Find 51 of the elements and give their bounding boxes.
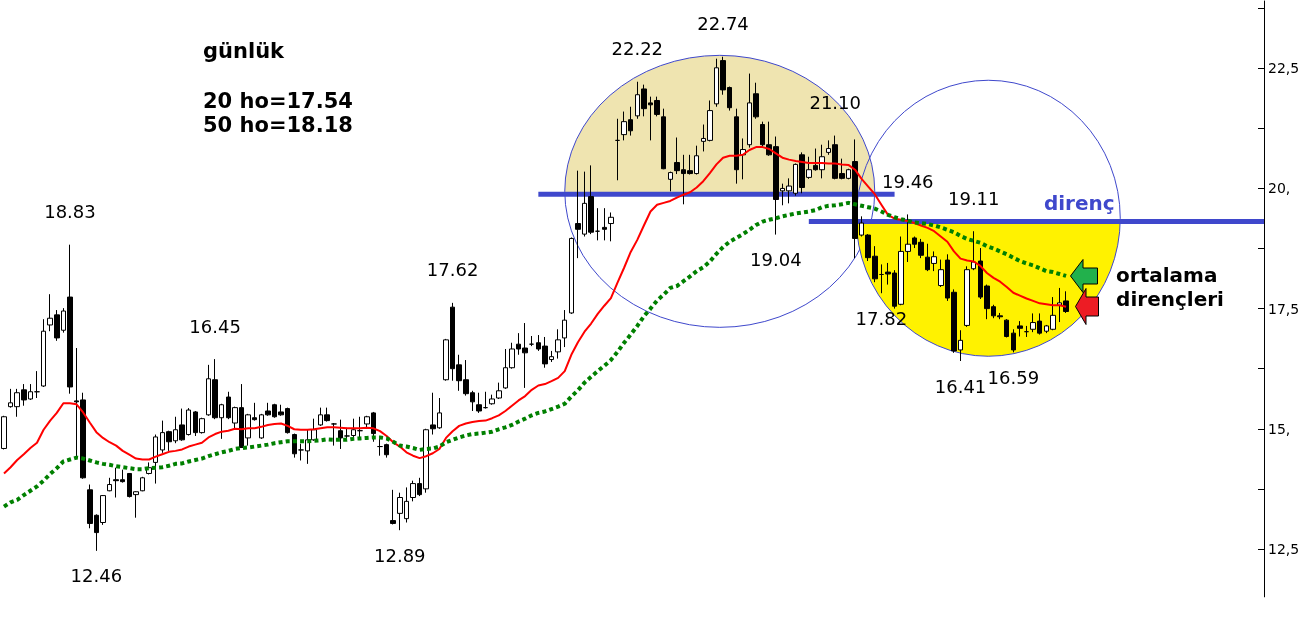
annotation: 20 ho=17.54: [203, 88, 353, 113]
candlestick: [140, 476, 145, 492]
y-tick-label: 12,5: [1268, 540, 1300, 557]
candlestick: [1017, 320, 1023, 337]
annotation: 17.62: [426, 259, 479, 281]
candlestick: [41, 318, 46, 388]
candlestick: [562, 309, 567, 348]
y-tick-label: 17,5: [1268, 300, 1300, 317]
annotation: 22.74: [697, 13, 749, 35]
series-label: direnç: [1043, 190, 1115, 215]
candlestick: [529, 335, 534, 347]
candlestick: [311, 418, 317, 442]
annotation: 50 ho=18.18: [203, 112, 353, 137]
y-tick-label: 15,: [1268, 420, 1291, 437]
candlestick: [964, 265, 970, 328]
candlestick: [569, 236, 574, 315]
annotation: 16.45: [189, 315, 241, 337]
candlestick: [483, 391, 488, 410]
annotation: 16.59: [987, 366, 1040, 388]
annotation: 18.83: [44, 201, 96, 223]
candlestick: [34, 370, 40, 399]
y-tick-label: 20,: [1268, 180, 1291, 197]
annotation: 22.22: [611, 38, 664, 60]
candlestick: [602, 207, 607, 241]
text: günlük: [203, 38, 286, 63]
annotation: 19.46: [882, 170, 934, 192]
candlestick: [668, 171, 673, 192]
annotation: 19.04: [750, 249, 802, 271]
candlestick: [555, 328, 561, 360]
candlestick: [331, 422, 337, 447]
candlestick: [615, 118, 620, 181]
candlestick: [1004, 318, 1009, 338]
annotation: 12.46: [70, 565, 123, 587]
annotation: 16.41: [934, 375, 987, 397]
candlestick: [608, 211, 614, 242]
annotation: 12.89: [374, 544, 426, 566]
candlestick: [1024, 325, 1029, 338]
candlestick: [476, 392, 482, 414]
candlestick: [971, 230, 976, 271]
candlestick: [1011, 328, 1016, 353]
y-tick-label: 22,5: [1268, 60, 1300, 77]
candlestick: [390, 489, 396, 525]
candlestick: [357, 416, 363, 439]
candlestick: [338, 419, 343, 450]
annotation: 19.11: [947, 187, 1000, 209]
annotation: 21.10: [809, 92, 861, 114]
annotation: ortalama dirençleri: [1116, 262, 1225, 311]
candlestick: [661, 108, 666, 170]
candlestick: [107, 477, 112, 492]
candlestick: [153, 434, 158, 485]
candlestick: [595, 207, 600, 241]
